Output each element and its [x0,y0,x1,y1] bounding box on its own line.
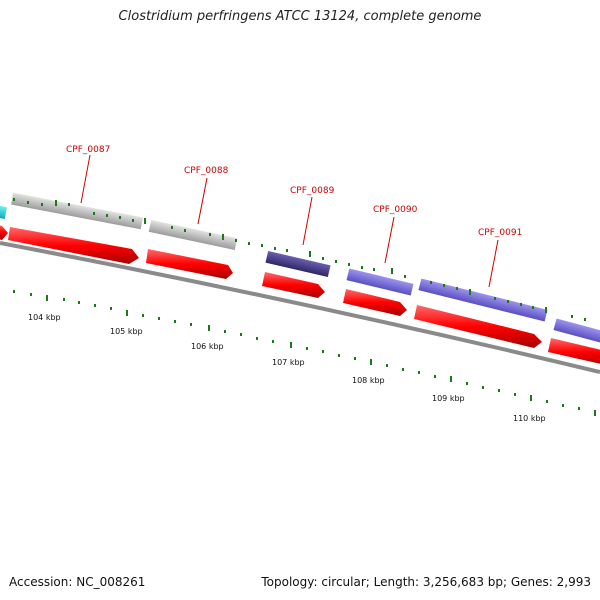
cds-feature-cyan [0,205,8,220]
gene-label-cpf0089: CPF_0089 [290,186,335,196]
cds-feature-cpf0088 [148,219,238,251]
cds-feature-cpf0087 [11,192,143,230]
scale-label-107: 107 kbp [272,358,305,367]
scale-label-105: 105 kbp [110,327,143,336]
scale-label-108: 108 kbp [352,376,385,385]
upper-tick-ring [13,198,586,321]
reverse-arrow [343,289,407,316]
reverse-arrow [0,225,8,240]
accession-text: Accession: NC_008261 [9,575,146,589]
genome-backbone [0,241,600,374]
leader-line-cpf0089 [302,196,313,246]
leader-line-cpf0087 [80,154,91,204]
cds-feature-cpf0091 [418,278,548,322]
gene-label-cpf0087: CPF_0087 [66,145,110,155]
genome-stats-text: Topology: circular; Length: 3,256,683 bp… [261,575,591,589]
reverse-arrow [146,249,233,279]
leader-line-cpf0088 [197,177,208,225]
cds-feature-cpf0090 [346,268,414,296]
scale-label-110: 110 kbp [513,414,546,423]
leader-line-cpf0090 [384,216,395,264]
leader-line-cpf0091 [488,239,499,288]
reverse-arrow [414,305,542,348]
gene-label-cpf0091: CPF_0091 [478,228,522,238]
map-title: Clostridium perfringens ATCC 13124, comp… [118,9,482,24]
gene-label-cpf0090: CPF_0090 [373,205,418,215]
forward-cds-track [0,192,600,346]
cds-feature-next [553,318,600,346]
gene-label-cpf0088: CPF_0088 [184,166,229,176]
reverse-arrow-track [0,225,600,364]
reverse-arrow [548,338,600,364]
scale-label-104: 104 kbp [28,313,61,322]
scale-label-106: 106 kbp [191,342,224,351]
scale-label-109: 109 kbp [432,394,465,403]
cds-feature-cpf0089 [265,250,331,278]
label-leaders [80,154,499,288]
reverse-arrow [262,272,325,298]
lower-scale-ring [13,290,596,416]
reverse-arrow [8,227,139,264]
